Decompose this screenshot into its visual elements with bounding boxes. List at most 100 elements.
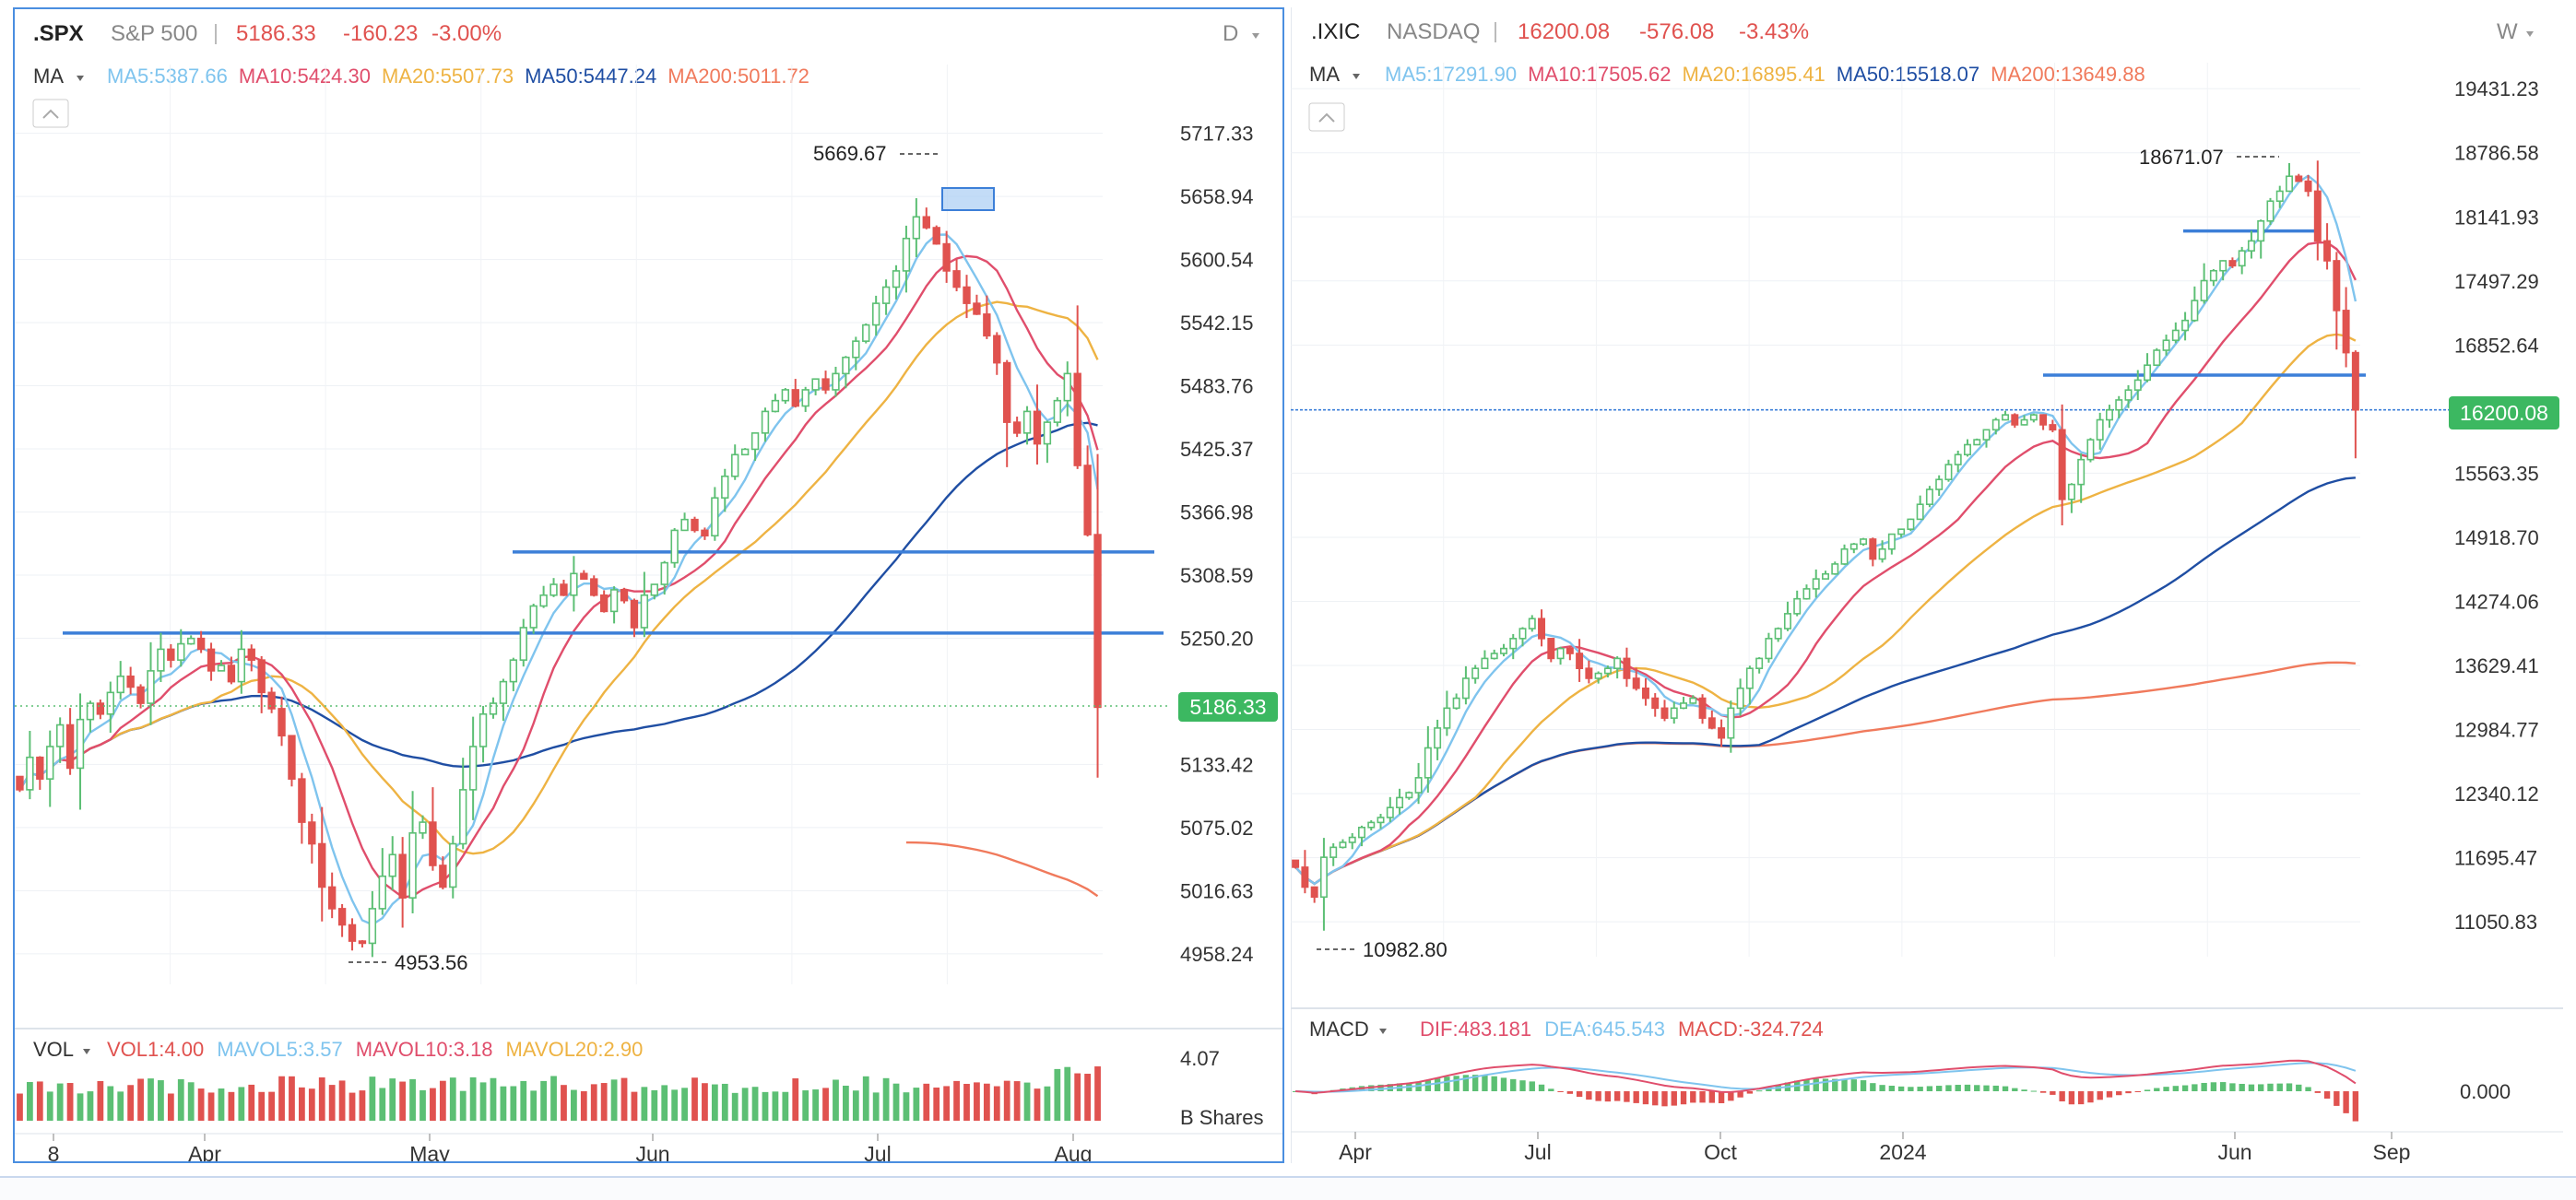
candle[interactable] xyxy=(721,468,729,512)
candle[interactable] xyxy=(288,735,296,787)
candle[interactable] xyxy=(1907,518,1915,532)
candle[interactable] xyxy=(408,791,417,913)
bottom-toolbar[interactable] xyxy=(0,1176,2576,1200)
candle[interactable] xyxy=(96,699,105,720)
candle[interactable] xyxy=(1603,665,1612,677)
candle[interactable] xyxy=(55,717,65,763)
collapse-legend-button[interactable] xyxy=(32,99,69,128)
candle[interactable] xyxy=(177,629,185,667)
candle[interactable] xyxy=(1509,633,1518,660)
candle[interactable] xyxy=(912,198,921,257)
candle[interactable] xyxy=(1651,693,1660,717)
symbol-label[interactable]: .IXIC xyxy=(1311,19,1360,44)
candle[interactable] xyxy=(1424,725,1432,793)
candle[interactable] xyxy=(1822,571,1829,580)
candle[interactable] xyxy=(1481,650,1489,669)
candle[interactable] xyxy=(1339,839,1347,849)
candle[interactable] xyxy=(1518,627,1527,647)
candle[interactable] xyxy=(711,487,719,541)
candle[interactable] xyxy=(2029,413,2038,423)
candle[interactable] xyxy=(1348,832,1356,850)
candle[interactable] xyxy=(640,571,649,638)
candle[interactable] xyxy=(609,586,619,624)
candle[interactable] xyxy=(1063,361,1071,417)
candle[interactable] xyxy=(2171,322,2180,344)
candle[interactable] xyxy=(26,730,34,800)
symbol-label[interactable]: .SPX xyxy=(33,21,84,46)
candle[interactable] xyxy=(348,918,357,951)
candle[interactable] xyxy=(2058,404,2066,526)
candle[interactable] xyxy=(1944,459,1953,482)
candle[interactable] xyxy=(1802,584,1811,600)
candle[interactable] xyxy=(337,904,347,937)
candle[interactable] xyxy=(1745,665,1754,705)
candle[interactable] xyxy=(963,275,971,319)
candle[interactable] xyxy=(2238,246,2246,275)
candle[interactable] xyxy=(1556,646,1565,665)
candle[interactable] xyxy=(449,835,457,899)
candle[interactable] xyxy=(871,295,880,336)
candle[interactable] xyxy=(952,259,961,292)
candlestick-series[interactable] xyxy=(1292,160,2359,931)
candle[interactable] xyxy=(1755,657,1764,674)
candle[interactable] xyxy=(1499,643,1507,657)
candle[interactable] xyxy=(1954,450,1962,473)
candle[interactable] xyxy=(1869,537,1877,567)
time-axis[interactable]: Apr Jul Oct 2024 Jun Sep xyxy=(1339,1132,2410,1164)
candle[interactable] xyxy=(1528,615,1536,632)
candle[interactable] xyxy=(1377,814,1385,829)
drawn-horizontal-lines[interactable] xyxy=(63,550,1164,635)
ixic-chart-panel[interactable]: .IXIC NASDAQ 16200.08 -576.08 -3.43% W M… xyxy=(1290,7,2563,1164)
candle[interactable] xyxy=(2209,269,2217,287)
candle[interactable] xyxy=(489,697,498,719)
candle[interactable] xyxy=(570,556,578,612)
candle[interactable] xyxy=(76,693,85,810)
candle[interactable] xyxy=(902,225,911,293)
candle[interactable] xyxy=(1935,475,1944,496)
candle[interactable] xyxy=(196,630,206,653)
candle[interactable] xyxy=(1043,420,1052,464)
candle[interactable] xyxy=(1925,486,1933,508)
candle[interactable] xyxy=(1405,791,1413,800)
candle[interactable] xyxy=(378,848,386,915)
collapse-legend-button[interactable] xyxy=(1308,102,1345,132)
candle[interactable] xyxy=(539,585,548,608)
candle[interactable] xyxy=(1594,671,1602,684)
candle[interactable] xyxy=(459,758,467,850)
candle[interactable] xyxy=(2219,260,2227,281)
candle[interactable] xyxy=(2067,483,2075,513)
candle[interactable] xyxy=(892,265,901,300)
candle[interactable] xyxy=(1396,788,1404,815)
candle[interactable] xyxy=(881,279,891,315)
candle[interactable] xyxy=(852,336,860,371)
candle[interactable] xyxy=(1641,677,1649,706)
candle[interactable] xyxy=(2342,287,2350,368)
candle[interactable] xyxy=(1033,384,1042,465)
ma-indicator-label[interactable]: MA xyxy=(33,65,64,88)
candle[interactable] xyxy=(429,787,437,871)
candle[interactable] xyxy=(1698,694,1707,724)
candle[interactable] xyxy=(932,225,940,245)
candle[interactable] xyxy=(1301,850,1309,894)
candle[interactable] xyxy=(821,371,830,394)
chevron-down-icon[interactable] xyxy=(2526,31,2534,37)
candle[interactable] xyxy=(36,756,44,790)
candle[interactable] xyxy=(680,512,689,532)
candle[interactable] xyxy=(1765,632,1773,663)
candle[interactable] xyxy=(740,448,750,456)
candle[interactable] xyxy=(1860,537,1868,547)
candle[interactable] xyxy=(187,635,195,645)
chevron-down-icon[interactable] xyxy=(83,1049,90,1054)
candle[interactable] xyxy=(560,580,568,596)
candle[interactable] xyxy=(2257,219,2265,259)
candle[interactable] xyxy=(781,388,790,405)
candle[interactable] xyxy=(1707,710,1716,730)
candle[interactable] xyxy=(2304,174,2312,197)
candle[interactable] xyxy=(791,379,799,408)
candle[interactable] xyxy=(1386,796,1394,823)
candle[interactable] xyxy=(1623,647,1631,688)
candle[interactable] xyxy=(1073,305,1081,469)
candle[interactable] xyxy=(2333,252,2341,350)
candle[interactable] xyxy=(1736,678,1744,716)
candle[interactable] xyxy=(1319,838,1328,931)
